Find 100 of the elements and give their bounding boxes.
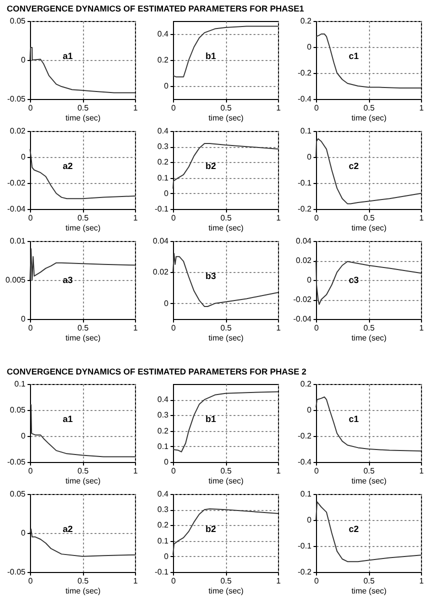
line-series bbox=[316, 501, 422, 562]
line-series bbox=[316, 260, 422, 305]
y-tick-label: 0.05 bbox=[10, 490, 26, 498]
y-tick-label: -0.4 bbox=[298, 94, 312, 104]
annotation: a2 bbox=[62, 524, 73, 534]
x-tick-label: 0.5 bbox=[363, 214, 376, 222]
y-tick-label: 0.05 bbox=[10, 406, 26, 414]
x-tick-label: 1 bbox=[276, 324, 282, 332]
y-tick-label: 0.02 bbox=[10, 126, 26, 136]
y-tick-label: 0 bbox=[307, 406, 312, 414]
y-tick-label: -0.04 bbox=[293, 314, 312, 324]
annotation: b1 bbox=[206, 414, 216, 424]
x-axis-title: time (sec) bbox=[65, 586, 101, 596]
x-tick-label: 0.5 bbox=[77, 576, 90, 586]
y-tick-label: -0.2 bbox=[298, 68, 312, 78]
y-tick-label: 0 bbox=[21, 528, 26, 538]
line-series bbox=[30, 148, 136, 200]
x-tick-label: 0 bbox=[28, 324, 34, 332]
x-tick-label: 1 bbox=[419, 576, 424, 586]
y-tick-label: 0 bbox=[21, 152, 26, 162]
x-tick-label: 0 bbox=[28, 466, 34, 476]
y-tick-label: -0.05 bbox=[7, 94, 26, 104]
y-tick-label: 0.4 bbox=[157, 395, 170, 404]
annotation: b2 bbox=[206, 524, 216, 534]
x-tick-label: 0.5 bbox=[363, 104, 376, 112]
line-series bbox=[172, 508, 278, 556]
x-tick-label: 0.5 bbox=[220, 466, 232, 476]
x-tick-label: 0 bbox=[171, 466, 176, 476]
text: CONVERGENCE DYNAMICS OF ESTIMATED PARAMETERS FOR PHASE 2 bbox=[6, 366, 307, 376]
x-tick-label: 1 bbox=[419, 324, 424, 332]
annotation: c2 bbox=[348, 524, 359, 534]
annotation: b1 bbox=[206, 51, 216, 62]
x-tick-label: 1 bbox=[133, 466, 138, 476]
annotation: c3 bbox=[348, 275, 359, 285]
x-tick-label: 0 bbox=[314, 214, 320, 222]
y-tick-label: -0.1 bbox=[154, 568, 170, 576]
y-tick-label: 0 bbox=[164, 188, 170, 198]
x-tick-label: 0.5 bbox=[220, 576, 232, 586]
y-tick-label: 0.02 bbox=[296, 256, 312, 265]
y-tick-label: -0.2 bbox=[298, 204, 312, 214]
y-tick-label: -0.4 bbox=[298, 458, 312, 466]
y-tick-label: -0.02 bbox=[7, 178, 26, 188]
y-tick-label: -0.2 bbox=[298, 432, 312, 440]
y-tick-label: 0 bbox=[21, 314, 26, 324]
x-tick-label: 1 bbox=[419, 214, 424, 222]
y-tick-label: 0.1 bbox=[157, 536, 170, 546]
x-tick-label: 1 bbox=[276, 576, 282, 586]
y-tick-label: 0.1 bbox=[157, 173, 170, 182]
y-tick-label: -0.1 bbox=[298, 178, 312, 188]
x-tick-label: 1 bbox=[419, 466, 424, 476]
x-tick-label: 0.5 bbox=[77, 104, 90, 112]
y-tick-label: 0.005 bbox=[5, 276, 26, 284]
y-tick-label: -0.1 bbox=[154, 204, 170, 214]
y-tick-label: 0 bbox=[164, 82, 170, 90]
line-series bbox=[316, 138, 422, 204]
y-tick-label: 0.4 bbox=[157, 126, 170, 136]
x-tick-label: 0.5 bbox=[363, 466, 376, 476]
x-tick-label: 0 bbox=[171, 104, 176, 112]
y-tick-label: 0.2 bbox=[157, 158, 170, 167]
y-tick-label: -0.1 bbox=[298, 542, 312, 550]
line-series bbox=[30, 404, 136, 458]
y-tick-label: 0 bbox=[164, 552, 170, 561]
x-axis-title: time (sec) bbox=[208, 334, 244, 342]
x-axis-title: time (sec) bbox=[351, 114, 387, 122]
x-tick-label: 0.5 bbox=[363, 576, 376, 586]
x-tick-label: 1 bbox=[276, 466, 282, 476]
x-tick-label: 0.5 bbox=[363, 324, 376, 332]
x-tick-label: 0 bbox=[28, 576, 34, 586]
x-axis-title: time (sec) bbox=[65, 114, 101, 122]
y-tick-label: 0.2 bbox=[157, 520, 170, 530]
y-tick-label: 0.2 bbox=[300, 16, 312, 26]
y-tick-label: -0.05 bbox=[7, 568, 26, 576]
y-tick-label: 0.1 bbox=[14, 380, 26, 388]
x-tick-label: 0 bbox=[28, 214, 34, 222]
x-tick-label: 0.5 bbox=[220, 214, 232, 222]
x-tick-label: 0.5 bbox=[220, 324, 232, 332]
x-tick-label: 0 bbox=[171, 324, 176, 332]
y-tick-label: 0.2 bbox=[157, 426, 170, 436]
annotation: a2 bbox=[62, 161, 73, 172]
x-tick-label: 0.5 bbox=[220, 104, 232, 112]
x-tick-label: 1 bbox=[419, 104, 424, 112]
y-tick-label: 0.1 bbox=[300, 490, 312, 498]
x-tick-label: 1 bbox=[133, 324, 138, 332]
y-tick-label: -0.02 bbox=[293, 295, 312, 304]
x-tick-label: 1 bbox=[133, 576, 138, 586]
y-tick-label: 0 bbox=[307, 276, 312, 284]
x-axis-title: time (sec) bbox=[208, 114, 244, 122]
y-tick-label: -0.2 bbox=[298, 568, 312, 576]
x-tick-label: 1 bbox=[133, 214, 138, 222]
line-series bbox=[172, 391, 278, 452]
x-axis-title: time (sec) bbox=[208, 224, 244, 232]
x-axis-title: time (sec) bbox=[351, 586, 387, 596]
line-series bbox=[316, 34, 422, 88]
y-tick-label: 0.04 bbox=[296, 236, 312, 246]
y-tick-label: 0 bbox=[21, 56, 26, 64]
x-tick-label: 0 bbox=[171, 214, 176, 222]
y-tick-label: 0.2 bbox=[157, 56, 170, 64]
annotation: a3 bbox=[62, 275, 73, 285]
annotation: b2 bbox=[206, 161, 216, 172]
annotation: c2 bbox=[348, 161, 359, 172]
